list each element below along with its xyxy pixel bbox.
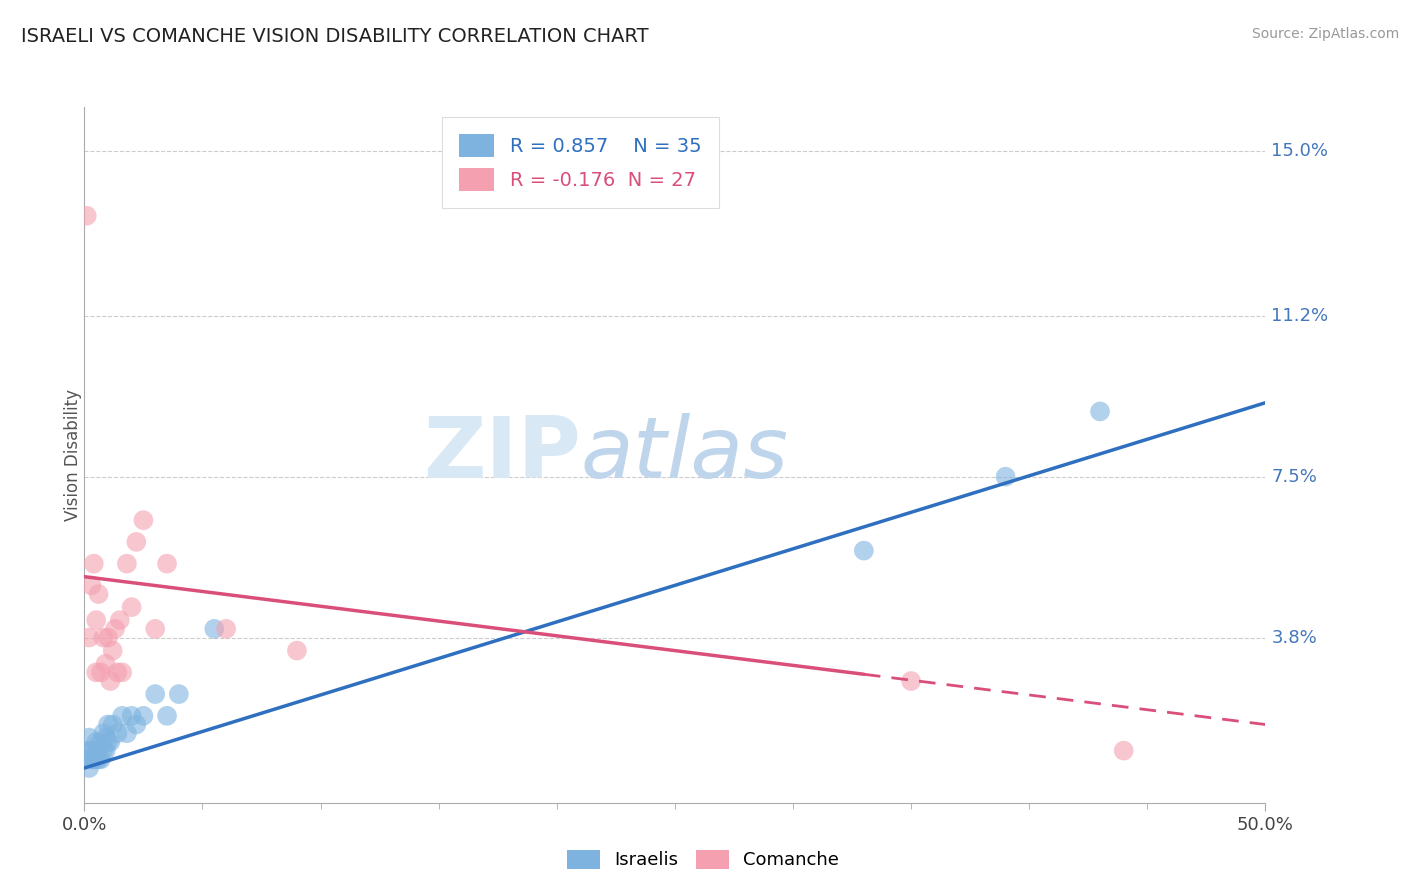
Point — [1088, 404, 1111, 418]
Point — [84, 752, 107, 766]
Point — [111, 665, 134, 680]
Text: 3.8%: 3.8% — [1271, 629, 1317, 647]
Point — [90, 735, 112, 749]
Point — [76, 752, 98, 766]
Point — [1112, 744, 1135, 758]
Point — [143, 622, 166, 636]
Text: 11.2%: 11.2% — [1271, 307, 1329, 325]
Point — [108, 613, 131, 627]
Point — [143, 687, 166, 701]
Point — [115, 726, 138, 740]
Point — [87, 752, 110, 766]
Point — [83, 557, 105, 571]
Point — [84, 735, 107, 749]
Point — [852, 543, 875, 558]
Point — [202, 622, 225, 636]
Point — [107, 665, 129, 680]
Point — [97, 717, 120, 731]
Point — [83, 744, 105, 758]
Point — [77, 731, 100, 745]
Point — [90, 665, 112, 680]
Text: 7.5%: 7.5% — [1271, 467, 1317, 485]
Text: ISRAELI VS COMANCHE VISION DISABILITY CORRELATION CHART: ISRAELI VS COMANCHE VISION DISABILITY CO… — [21, 27, 648, 45]
Legend: Israelis, Comanche: Israelis, Comanche — [558, 841, 848, 879]
Point — [132, 513, 155, 527]
Point — [101, 717, 124, 731]
Point — [104, 622, 127, 636]
Point — [121, 708, 143, 723]
Point — [84, 665, 107, 680]
Point — [87, 744, 110, 758]
Point — [994, 469, 1017, 483]
Text: atlas: atlas — [581, 413, 789, 497]
Point — [94, 744, 117, 758]
Y-axis label: Vision Disability: Vision Disability — [65, 389, 82, 521]
Point — [80, 752, 103, 766]
Point — [83, 752, 105, 766]
Point — [76, 209, 98, 223]
Point — [121, 600, 143, 615]
Point — [900, 674, 922, 689]
Point — [84, 613, 107, 627]
Point — [107, 726, 129, 740]
Point — [94, 657, 117, 671]
Legend: R = 0.857    N = 35, R = -0.176  N = 27: R = 0.857 N = 35, R = -0.176 N = 27 — [441, 117, 718, 209]
Point — [156, 557, 179, 571]
Point — [111, 708, 134, 723]
Point — [91, 631, 114, 645]
Point — [80, 744, 103, 758]
Text: ZIP: ZIP — [423, 413, 581, 497]
Point — [215, 622, 238, 636]
Point — [77, 761, 100, 775]
Point — [285, 643, 308, 657]
Point — [94, 731, 117, 745]
Point — [156, 708, 179, 723]
Point — [90, 752, 112, 766]
Point — [115, 557, 138, 571]
Point — [125, 535, 148, 549]
Text: 15.0%: 15.0% — [1271, 142, 1329, 160]
Point — [87, 587, 110, 601]
Point — [97, 735, 120, 749]
Point — [91, 726, 114, 740]
Point — [76, 744, 98, 758]
Point — [80, 578, 103, 592]
Text: Source: ZipAtlas.com: Source: ZipAtlas.com — [1251, 27, 1399, 41]
Point — [132, 708, 155, 723]
Point — [98, 735, 121, 749]
Point — [125, 717, 148, 731]
Point — [101, 643, 124, 657]
Point — [97, 631, 120, 645]
Point — [98, 674, 121, 689]
Point — [167, 687, 190, 701]
Point — [91, 744, 114, 758]
Point — [77, 631, 100, 645]
